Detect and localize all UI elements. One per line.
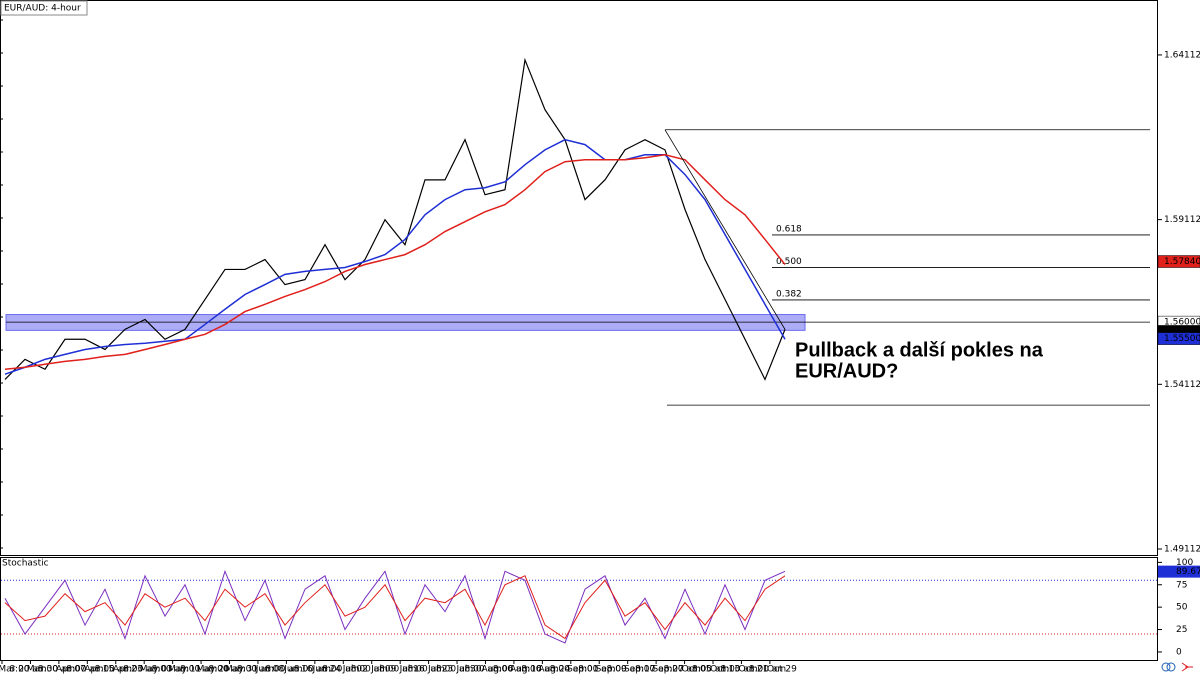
date-label: May 31 bbox=[225, 665, 258, 675]
date-label: Jul 02 bbox=[342, 665, 368, 675]
stoch-tick-label: 50 bbox=[1176, 603, 1188, 613]
date-label: Jul 30 bbox=[455, 665, 481, 675]
date-label: Oct 21 bbox=[739, 665, 769, 675]
time-label: 8:00 am bbox=[180, 665, 217, 675]
price-tag-label: 1.55717 bbox=[1164, 327, 1200, 337]
date-label: Jun 24 bbox=[312, 665, 342, 675]
price-tag bbox=[1157, 255, 1200, 268]
time-label: 8:00 am bbox=[464, 665, 501, 675]
date-label: Sep 01 bbox=[567, 665, 598, 675]
fib-label: 0.618 bbox=[776, 224, 802, 234]
price-tag-label: 1.56000 bbox=[1164, 318, 1200, 328]
series-line bbox=[4, 575, 786, 640]
date-label: Sep 09 bbox=[596, 665, 628, 675]
stoch-title: Stochastic bbox=[2, 559, 49, 569]
date-label: Aug 16 bbox=[510, 665, 542, 675]
time-label: 8:00 am bbox=[607, 665, 644, 675]
time-label: 8:00 am bbox=[663, 665, 700, 675]
date-label: Sep 27 bbox=[652, 665, 683, 675]
icons bbox=[1161, 662, 1193, 672]
date-label: Apr 07 bbox=[56, 665, 86, 675]
time-label: 8:00 am bbox=[521, 665, 558, 675]
date-label: Aug 06 bbox=[482, 665, 514, 675]
series-line bbox=[4, 57, 786, 381]
stoch-tick-label: 25 bbox=[1176, 625, 1187, 635]
y-tick-label: 1.64112 bbox=[1164, 50, 1200, 60]
date-label: May 11 bbox=[168, 665, 201, 675]
price-tag-label: 1.55500 bbox=[1164, 334, 1200, 344]
stoch-tick-label: 75 bbox=[1176, 580, 1187, 590]
price-tag bbox=[1157, 332, 1200, 345]
time-label: 8:00 am bbox=[436, 665, 473, 675]
series-line bbox=[4, 138, 786, 375]
date-label: May 20 bbox=[197, 665, 230, 675]
date-label: Jul 16 bbox=[399, 665, 425, 675]
date-label: Apr 15 bbox=[84, 665, 114, 675]
time-label: 8:00 am bbox=[635, 665, 672, 675]
y-tick-label: 1.49112 bbox=[1164, 545, 1200, 555]
time-label: 8:00 am bbox=[265, 665, 302, 675]
time-label: 8:00 am bbox=[692, 665, 729, 675]
time-label: 8:00 am bbox=[749, 665, 786, 675]
date-label: Oct 05 bbox=[682, 665, 712, 675]
date-label: Sep 17 bbox=[624, 665, 655, 675]
date-label: Oct 13 bbox=[710, 665, 740, 675]
time-label: 8:00 am bbox=[407, 665, 444, 675]
y-tick-label: 1.54112 bbox=[1164, 380, 1200, 390]
time-label: 8:00 am bbox=[66, 665, 103, 675]
date-label: Jul 09 bbox=[370, 665, 396, 675]
fib-label: 0.382 bbox=[776, 289, 802, 299]
date-label: Apr 23 bbox=[113, 665, 143, 675]
annotation: EUR/AUD? bbox=[795, 360, 898, 382]
date-label: Jul 23 bbox=[427, 665, 453, 675]
time-label: 8:00 am bbox=[123, 665, 160, 675]
chart-title: EUR/AUD: 4-hour bbox=[4, 4, 81, 14]
date-label: Aug 24 bbox=[538, 665, 570, 675]
date-label: Jun 16 bbox=[283, 665, 313, 675]
time-label: 8:00 am bbox=[379, 665, 416, 675]
stoch-tick-label: 100 bbox=[1176, 558, 1193, 568]
date-label: May 03 bbox=[140, 665, 173, 675]
time-label: 8:00 am bbox=[322, 665, 359, 675]
time-label: 8:00 am bbox=[237, 665, 274, 675]
date-label: Mar 20 bbox=[0, 665, 30, 675]
time-label: 8:00 am bbox=[578, 665, 615, 675]
date-label: Jun 08 bbox=[255, 665, 285, 675]
date-label: Oct 29 bbox=[767, 665, 797, 675]
stoch-tag bbox=[1158, 565, 1200, 578]
time-label: 8:00 am bbox=[550, 665, 587, 675]
time-label: 8:00 am bbox=[351, 665, 388, 675]
annotation: Pullback a další pokles na bbox=[795, 339, 1044, 361]
fib-label: 0.500 bbox=[776, 257, 802, 267]
time-label: 8:00 am bbox=[294, 665, 331, 675]
time-label: 8:00 am bbox=[208, 665, 245, 675]
y-tick-label: 1.59112 bbox=[1164, 215, 1200, 225]
price-tag-label: 1.57840 bbox=[1164, 257, 1200, 267]
time-label: 8:00 am bbox=[152, 665, 189, 675]
trend-line bbox=[664, 129, 786, 330]
time-label: 8:00 am bbox=[493, 665, 530, 675]
date-label: Mar 30 bbox=[27, 665, 59, 675]
time-label: 8:00 am bbox=[720, 665, 757, 675]
stoch-tag-label: 89.67 bbox=[1176, 567, 1200, 577]
time-label: 8:00 am bbox=[38, 665, 75, 675]
title-box bbox=[0, 0, 88, 16]
stoch-tick-label: 0 bbox=[1176, 647, 1182, 657]
series-line bbox=[4, 154, 786, 370]
stoch-panel bbox=[0, 557, 1158, 661]
time-label: 8:00 am bbox=[9, 665, 46, 675]
main-panel bbox=[0, 0, 1158, 556]
time-label: 8:00 am bbox=[95, 665, 132, 675]
